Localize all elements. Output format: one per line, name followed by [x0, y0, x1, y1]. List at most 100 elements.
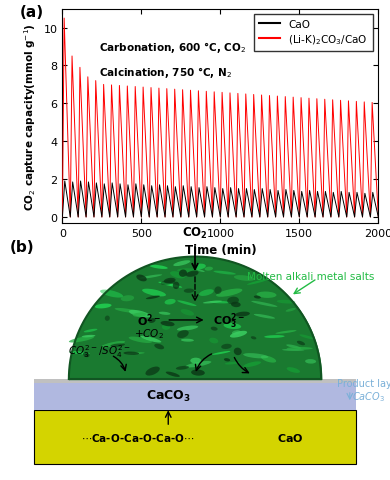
Ellipse shape [264, 336, 285, 338]
Text: $+ CO_2$: $+ CO_2$ [134, 326, 164, 340]
Ellipse shape [170, 272, 185, 279]
Ellipse shape [205, 267, 213, 271]
Ellipse shape [115, 308, 140, 313]
Ellipse shape [181, 339, 194, 342]
Text: $\mathbf{CO_2}$: $\mathbf{CO_2}$ [182, 226, 208, 240]
Ellipse shape [101, 341, 125, 348]
Ellipse shape [203, 301, 222, 304]
Ellipse shape [251, 301, 277, 307]
Ellipse shape [223, 323, 241, 329]
Ellipse shape [190, 358, 201, 364]
Text: $\mathbf{CaCO_3}$: $\mathbf{CaCO_3}$ [146, 388, 191, 403]
Ellipse shape [173, 261, 190, 266]
Ellipse shape [129, 337, 152, 343]
Ellipse shape [247, 279, 268, 285]
Text: $CO_3^{2-}/SO_4^{2-}$: $CO_3^{2-}/SO_4^{2-}$ [68, 342, 131, 359]
Ellipse shape [145, 367, 160, 376]
Ellipse shape [277, 300, 295, 304]
Ellipse shape [176, 366, 189, 370]
Ellipse shape [100, 290, 123, 298]
Ellipse shape [184, 289, 194, 293]
Ellipse shape [243, 353, 268, 359]
Ellipse shape [177, 300, 197, 306]
Bar [34, 379, 356, 384]
Text: Molten alkali metal salts: Molten alkali metal salts [247, 272, 375, 282]
Bar [34, 384, 356, 410]
Ellipse shape [232, 331, 241, 335]
Ellipse shape [84, 329, 98, 333]
Ellipse shape [215, 287, 222, 294]
Ellipse shape [126, 352, 145, 355]
Ellipse shape [95, 304, 112, 309]
Ellipse shape [287, 367, 300, 373]
Ellipse shape [154, 344, 164, 349]
Ellipse shape [282, 349, 304, 351]
Ellipse shape [227, 297, 239, 305]
Ellipse shape [69, 336, 94, 343]
Ellipse shape [161, 280, 175, 285]
Ellipse shape [199, 289, 214, 296]
Ellipse shape [287, 348, 313, 350]
Ellipse shape [177, 269, 197, 273]
Ellipse shape [105, 316, 110, 321]
Ellipse shape [230, 331, 247, 338]
Ellipse shape [251, 336, 256, 340]
Ellipse shape [158, 282, 182, 288]
Ellipse shape [197, 269, 205, 273]
Ellipse shape [133, 313, 146, 317]
Ellipse shape [140, 275, 162, 279]
Ellipse shape [173, 282, 179, 289]
Ellipse shape [142, 289, 166, 297]
Ellipse shape [129, 310, 151, 318]
Bar [34, 410, 356, 464]
Ellipse shape [121, 296, 134, 301]
Ellipse shape [161, 321, 175, 326]
Ellipse shape [221, 344, 232, 349]
Ellipse shape [234, 348, 242, 356]
Ellipse shape [297, 341, 305, 346]
Text: (b): (b) [10, 240, 34, 254]
Text: (a): (a) [20, 5, 44, 20]
Ellipse shape [181, 310, 194, 316]
Ellipse shape [254, 296, 261, 299]
Ellipse shape [82, 335, 96, 337]
Text: $\mathbf{CO_3^{2-}}$: $\mathbf{CO_3^{2-}}$ [213, 311, 246, 330]
Ellipse shape [83, 352, 89, 358]
Legend: CaO, (Li-K)$_2$CO$_3$/CaO: CaO, (Li-K)$_2$CO$_3$/CaO [254, 15, 373, 52]
Ellipse shape [213, 271, 236, 275]
Text: $\mathbf{CaO}$: $\mathbf{CaO}$ [277, 431, 304, 443]
Ellipse shape [186, 361, 211, 368]
X-axis label: Time (min): Time (min) [184, 243, 256, 256]
Ellipse shape [69, 351, 90, 355]
Ellipse shape [110, 344, 125, 347]
Ellipse shape [193, 264, 206, 270]
Ellipse shape [136, 275, 147, 282]
Ellipse shape [159, 312, 170, 315]
Ellipse shape [224, 359, 230, 362]
Ellipse shape [164, 278, 176, 284]
Ellipse shape [212, 351, 230, 355]
Ellipse shape [146, 296, 160, 300]
Ellipse shape [286, 345, 301, 349]
Ellipse shape [305, 360, 316, 364]
Ellipse shape [124, 352, 139, 355]
Text: Carbonation, 600 °C, CO$_2$: Carbonation, 600 °C, CO$_2$ [99, 40, 246, 55]
Ellipse shape [211, 327, 218, 331]
Ellipse shape [191, 370, 205, 376]
Ellipse shape [235, 312, 250, 317]
Ellipse shape [261, 356, 276, 363]
Ellipse shape [166, 372, 180, 377]
Ellipse shape [254, 314, 275, 319]
Ellipse shape [186, 271, 199, 277]
Text: $\mathbf{O^{2-}}$: $\mathbf{O^{2-}}$ [137, 312, 161, 329]
Ellipse shape [231, 302, 241, 308]
Text: Calcination, 750 °C, N$_2$: Calcination, 750 °C, N$_2$ [99, 64, 232, 80]
Ellipse shape [225, 362, 240, 365]
Ellipse shape [243, 361, 261, 367]
Ellipse shape [162, 324, 170, 330]
Ellipse shape [149, 319, 156, 324]
Ellipse shape [209, 338, 218, 344]
Ellipse shape [177, 330, 189, 338]
Ellipse shape [257, 292, 277, 298]
Ellipse shape [299, 335, 314, 339]
